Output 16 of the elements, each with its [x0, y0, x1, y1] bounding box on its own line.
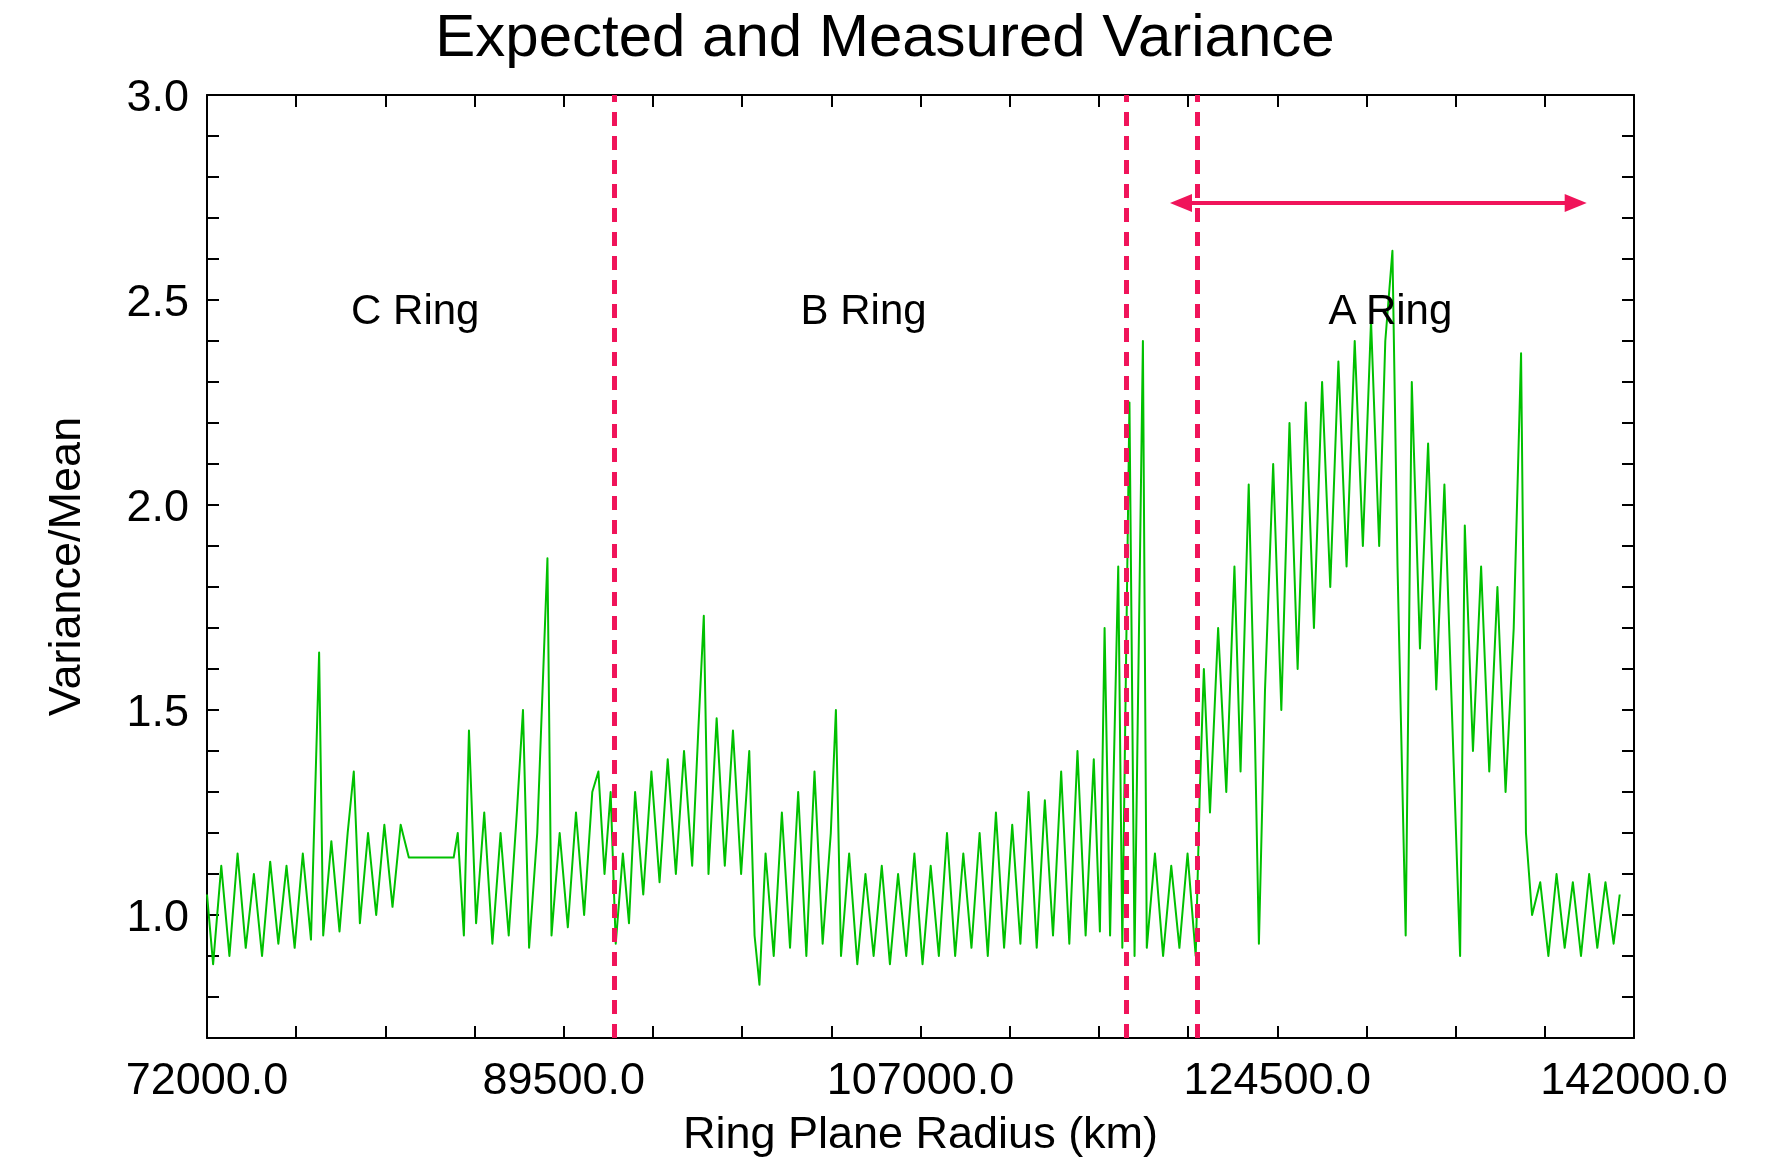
y-tick-label: 1.5 — [126, 684, 189, 736]
line-series — [206, 249, 1621, 986]
x-tick-label: 72000.0 — [125, 1053, 289, 1104]
x-axis-title: Ring Plane Radius (km) — [682, 1107, 1159, 1158]
annotation: C Ring — [351, 285, 480, 333]
x-tick-label: 89500.0 — [482, 1053, 646, 1104]
y-tick-label: 1.0 — [126, 889, 189, 941]
annotation: B Ring — [800, 285, 927, 333]
y-tick-label: 3.0 — [126, 69, 189, 121]
y-tick-label: 2.5 — [126, 274, 189, 326]
x-tick-label: 107000.0 — [826, 1053, 1015, 1104]
x-tick-label: 142000.0 — [1540, 1053, 1728, 1104]
x-tick-label: 124500.0 — [1183, 1053, 1372, 1104]
y-axis-title: Variance/Mean — [39, 416, 90, 717]
y-tick-label: 2.0 — [126, 479, 189, 531]
chart-title: Expected and Measured Variance — [435, 1, 1335, 69]
